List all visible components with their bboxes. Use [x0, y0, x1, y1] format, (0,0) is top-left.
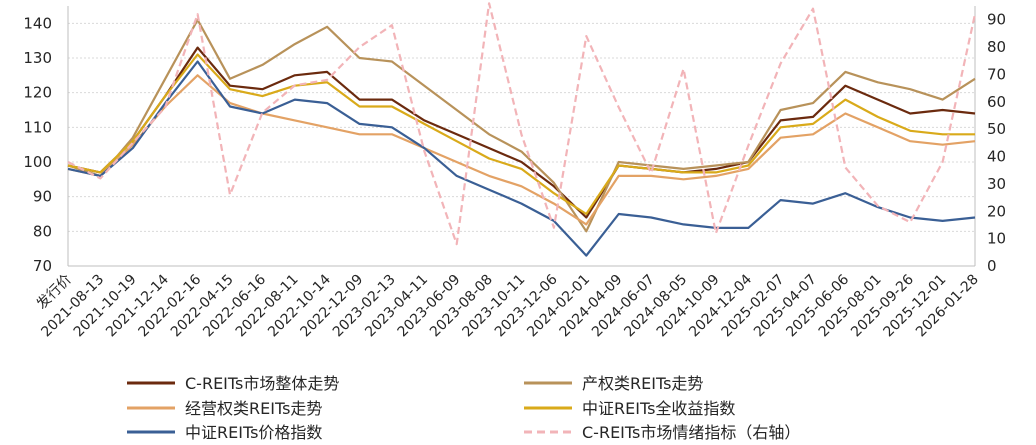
y2-tick-label: 90 [987, 11, 1006, 29]
y2-tick-label: 10 [987, 230, 1006, 248]
series-line [67, 53, 975, 216]
series-line [67, 46, 976, 219]
series-line [67, 18, 976, 233]
y2-tick-label: 60 [987, 93, 1006, 111]
y-tick-label: 90 [33, 188, 52, 206]
legend-label: 中证REITs价格指数 [185, 423, 322, 441]
y-tick-label: 110 [23, 118, 52, 136]
y-tick-label: 120 [23, 84, 52, 102]
y-tick-label: 130 [23, 49, 52, 67]
series-line [67, 60, 976, 257]
legend-label: C-REITs市场整体走势 [185, 374, 339, 393]
y2-tick-label: 40 [987, 148, 1006, 166]
series-line [67, 2, 977, 246]
series-lines [67, 2, 977, 257]
y-tick-label: 80 [33, 222, 52, 240]
y2-tick-label: 30 [987, 175, 1006, 193]
gridlines [68, 22, 975, 267]
y2-tick-label: 80 [987, 38, 1006, 56]
y-tick-label: 140 [23, 14, 52, 32]
y2-tick-label: 70 [987, 65, 1006, 83]
series-line [67, 74, 976, 226]
y-tick-label: 100 [23, 153, 52, 171]
legend-label: 产权类REITs走势 [582, 374, 703, 393]
y2-tick-label: 50 [987, 120, 1006, 138]
y2-tick-label: 0 [987, 257, 997, 275]
legend-label: 经营权类REITs走势 [185, 399, 322, 418]
y2-tick-label: 20 [987, 202, 1006, 220]
legend-label: 中证REITs全收益指数 [582, 399, 735, 418]
legend-label: C-REITs市场情绪指标（右轴） [582, 423, 800, 441]
y-tick-label: 70 [33, 257, 52, 275]
axes: 70 80 90 100 110 120 130 140 0 10 20 30 40 50 60 70 80 90… [23, 6, 1006, 340]
